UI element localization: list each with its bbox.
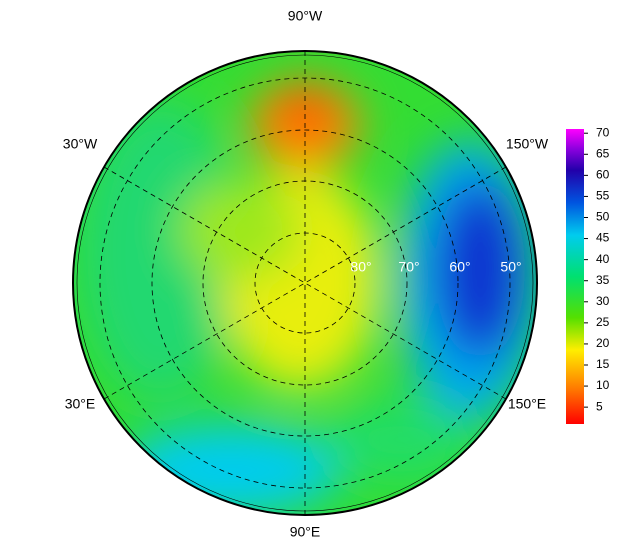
colorbar-tick-label: 45 — [596, 231, 610, 245]
lat-label: 70° — [398, 259, 419, 275]
lat-label: 80° — [350, 259, 371, 275]
lon-label: 150°E — [508, 396, 546, 412]
lon-label: 150°W — [506, 136, 549, 152]
graticule — [99, 51, 511, 515]
colorbar: 5 10 15 20 25 30 35 40 45 50 55 60 65 70 — [566, 125, 610, 424]
colorbar-tick-label: 50 — [596, 210, 610, 224]
map-border — [72, 50, 538, 516]
lon-label: 90°W — [288, 8, 323, 24]
lon-label: 30°E — [65, 396, 96, 412]
lat-labels: 80° 70° 60° 50° — [350, 259, 521, 275]
lat-label: 60° — [449, 259, 470, 275]
colorbar-tick-label: 40 — [596, 252, 610, 266]
colorbar-tick-label: 65 — [596, 146, 610, 160]
colorbar-tick-label: 70 — [596, 125, 610, 139]
colorbar-tick-label: 30 — [596, 294, 610, 308]
colorbar-tick-label: 60 — [596, 168, 610, 182]
colorbar-tick-label: 5 — [596, 399, 603, 413]
colorbar-tick-label: 35 — [596, 273, 610, 287]
colorbar-tick-label: 20 — [596, 336, 610, 350]
lon-label: 90°E — [290, 524, 321, 540]
field — [73, 51, 537, 515]
colorbar-tick-label: 55 — [596, 189, 610, 203]
colorbar-tick-label: 10 — [596, 378, 610, 392]
colorbar-tick-label: 25 — [596, 315, 610, 329]
lat-label: 50° — [500, 259, 521, 275]
map-border-inner — [76, 54, 534, 512]
colorbar-tick-label: 15 — [596, 357, 610, 371]
colorbar-scale — [566, 129, 584, 424]
lon-label: 30°W — [63, 136, 98, 152]
